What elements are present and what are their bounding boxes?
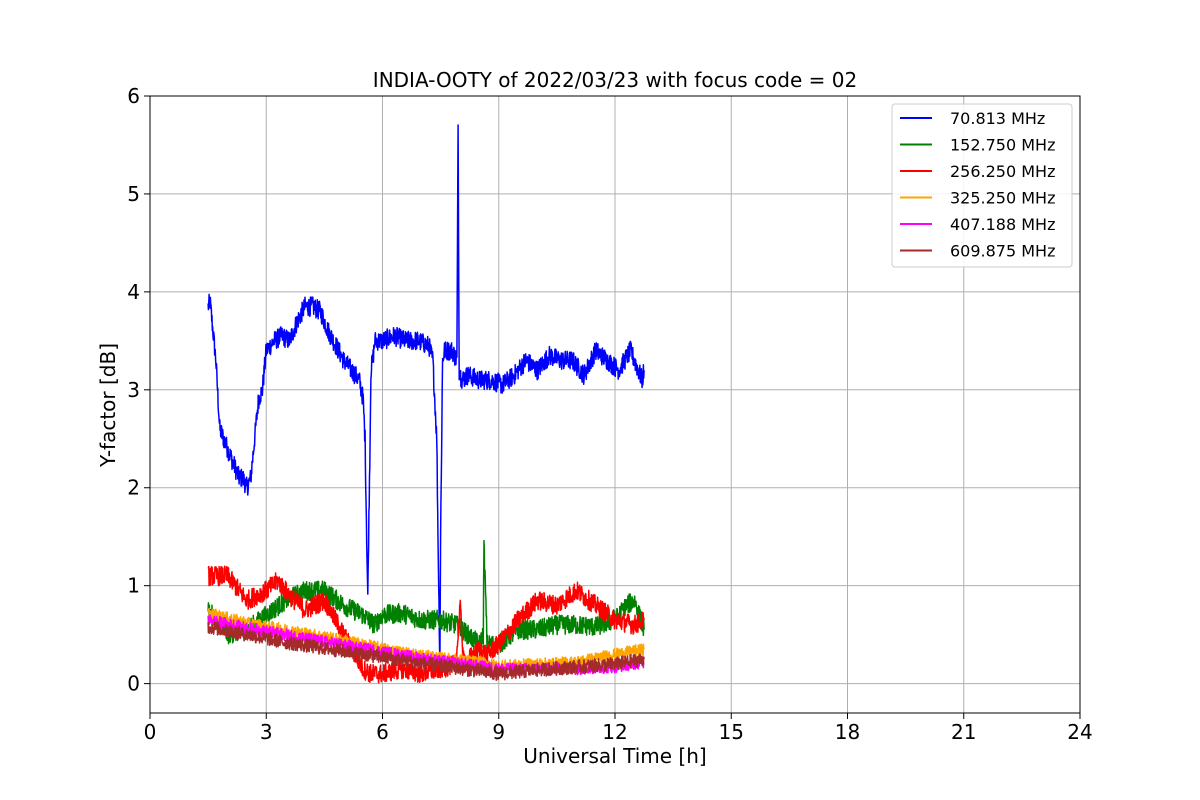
series-line-1 bbox=[207, 539, 645, 655]
y-tick-label: 4 bbox=[127, 280, 140, 304]
x-tick-label: 15 bbox=[719, 720, 744, 744]
x-tick-label: 18 bbox=[835, 720, 860, 744]
y-tick-label: 3 bbox=[127, 378, 140, 402]
y-tick-label: 1 bbox=[127, 574, 140, 598]
series-lines bbox=[207, 124, 645, 684]
x-tick-label: 0 bbox=[144, 720, 157, 744]
x-tick-label: 9 bbox=[492, 720, 505, 744]
legend-label: 325.250 MHz bbox=[950, 189, 1055, 208]
x-tick-label: 24 bbox=[1067, 720, 1092, 744]
series-line-5 bbox=[207, 621, 645, 682]
legend-label: 407.188 MHz bbox=[950, 215, 1055, 234]
y-axis-label: Y-factor [dB] bbox=[96, 343, 120, 468]
legend-box bbox=[891, 103, 1073, 268]
legend-label: 152.750 MHz bbox=[950, 136, 1055, 155]
legend-label: 256.250 MHz bbox=[950, 162, 1055, 181]
x-tick-label: 21 bbox=[951, 720, 976, 744]
y-tick-label: 2 bbox=[127, 476, 140, 500]
y-tick-label: 6 bbox=[127, 84, 140, 108]
legend: 70.813 MHz 152.750 MHz 256.250 MHz 325.250 … bbox=[891, 103, 1073, 268]
legend-label: 609.875 MHz bbox=[950, 242, 1055, 261]
series-line-0 bbox=[207, 124, 645, 666]
x-tick-label: 6 bbox=[376, 720, 389, 744]
x-axis-ticks: 0 3 6 9 12 15 18 21 24 bbox=[144, 713, 1093, 744]
series-line-2 bbox=[207, 565, 645, 684]
legend-label: 70.813 MHz bbox=[950, 109, 1045, 128]
chart-title: INDIA-OOTY of 2022/03/23 with focus code… bbox=[373, 68, 857, 92]
x-tick-label: 12 bbox=[602, 720, 627, 744]
x-axis-label: Universal Time [h] bbox=[523, 744, 706, 768]
y-axis-ticks: 0 1 2 3 4 5 6 bbox=[127, 84, 150, 696]
x-tick-label: 3 bbox=[260, 720, 273, 744]
y-tick-label: 5 bbox=[127, 182, 140, 206]
y-tick-label: 0 bbox=[127, 672, 140, 696]
